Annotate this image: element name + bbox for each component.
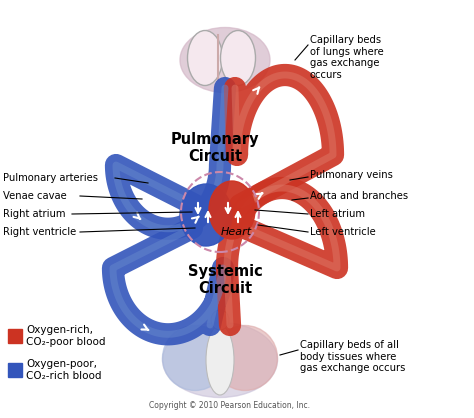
Ellipse shape (211, 310, 229, 330)
Bar (8, 329, 22, 343)
Ellipse shape (209, 181, 255, 239)
Text: Venae cavae: Venae cavae (3, 191, 67, 201)
Ellipse shape (163, 326, 228, 390)
Text: Pulmonary veins: Pulmonary veins (310, 170, 393, 180)
Text: Capillary beds
of lungs where
gas exchange
occurs: Capillary beds of lungs where gas exchan… (310, 35, 384, 80)
Ellipse shape (206, 325, 234, 395)
Ellipse shape (163, 323, 277, 398)
Bar (8, 363, 22, 377)
Text: Capillary beds of all
body tissues where
gas exchange occurs: Capillary beds of all body tissues where… (300, 340, 405, 373)
Text: Right ventricle: Right ventricle (3, 227, 76, 237)
Text: Left atrium: Left atrium (310, 209, 365, 219)
Text: Oxygen-poor,
CO₂-rich blood: Oxygen-poor, CO₂-rich blood (26, 359, 101, 381)
Ellipse shape (188, 31, 222, 86)
Text: Left ventricle: Left ventricle (310, 227, 376, 237)
Text: Aorta and branches: Aorta and branches (310, 191, 408, 201)
Text: Pulmonary arteries: Pulmonary arteries (3, 173, 98, 183)
Ellipse shape (180, 28, 270, 92)
Text: Pulmonary
Circuit: Pulmonary Circuit (171, 132, 259, 164)
Text: Right atrium: Right atrium (3, 209, 65, 219)
Text: Oxygen-rich,
CO₂-poor blood: Oxygen-rich, CO₂-poor blood (26, 325, 106, 347)
Text: Heart: Heart (220, 227, 252, 237)
Ellipse shape (180, 184, 232, 246)
Text: Copyright © 2010 Pearson Education, Inc.: Copyright © 2010 Pearson Education, Inc. (149, 401, 310, 410)
Ellipse shape (212, 326, 277, 390)
Text: Systemic
Circuit: Systemic Circuit (188, 264, 263, 296)
Ellipse shape (220, 31, 255, 86)
